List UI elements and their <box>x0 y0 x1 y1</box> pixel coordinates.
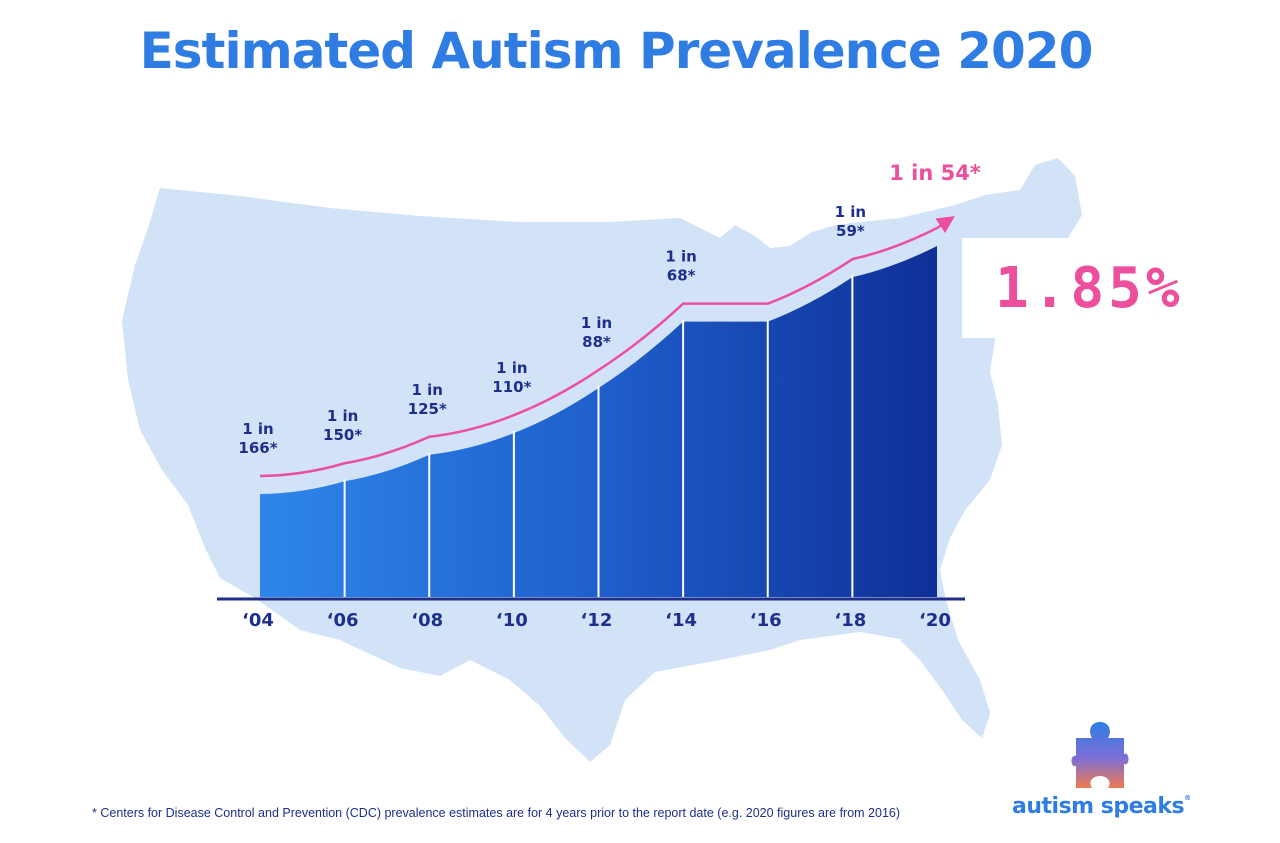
footnote: * Centers for Disease Control and Preven… <box>92 806 901 820</box>
data-label: 1 in 68* <box>665 248 696 285</box>
x-tick-label: ‘12 <box>581 610 613 631</box>
data-label: 1 in 59* <box>835 203 866 240</box>
florida-silhouette <box>900 636 990 738</box>
x-tick-label: ‘16 <box>750 610 782 631</box>
x-tick-label: ‘18 <box>834 610 866 631</box>
x-tick-label: ‘14 <box>665 610 697 631</box>
brand-name: autism speaks <box>1012 794 1185 819</box>
trend-line <box>259 216 955 478</box>
x-tick-label: ‘04 <box>242 610 274 631</box>
puzzle-piece-icon <box>1071 722 1129 788</box>
chart-title: Estimated Autism Prevalence 2020 <box>139 22 1094 80</box>
percent-callout-box <box>962 238 1198 338</box>
x-tick-label: ‘20 <box>919 610 951 631</box>
data-label-highlight: 1 in 54* <box>889 161 981 185</box>
data-label: 1 in 125* <box>408 381 447 418</box>
data-label: 1 in 88* <box>581 314 612 351</box>
highlight-percent: 1.85% <box>995 256 1184 321</box>
x-tick-label: ‘10 <box>496 610 528 631</box>
x-tick-label: ‘08 <box>411 610 443 631</box>
data-label: 1 in 166* <box>238 420 277 457</box>
brand-wordmark: autism speaks® <box>1012 794 1191 819</box>
x-tick-label: ‘06 <box>327 610 359 631</box>
data-label: 1 in 150* <box>323 407 362 444</box>
data-label: 1 in 110* <box>492 359 531 396</box>
